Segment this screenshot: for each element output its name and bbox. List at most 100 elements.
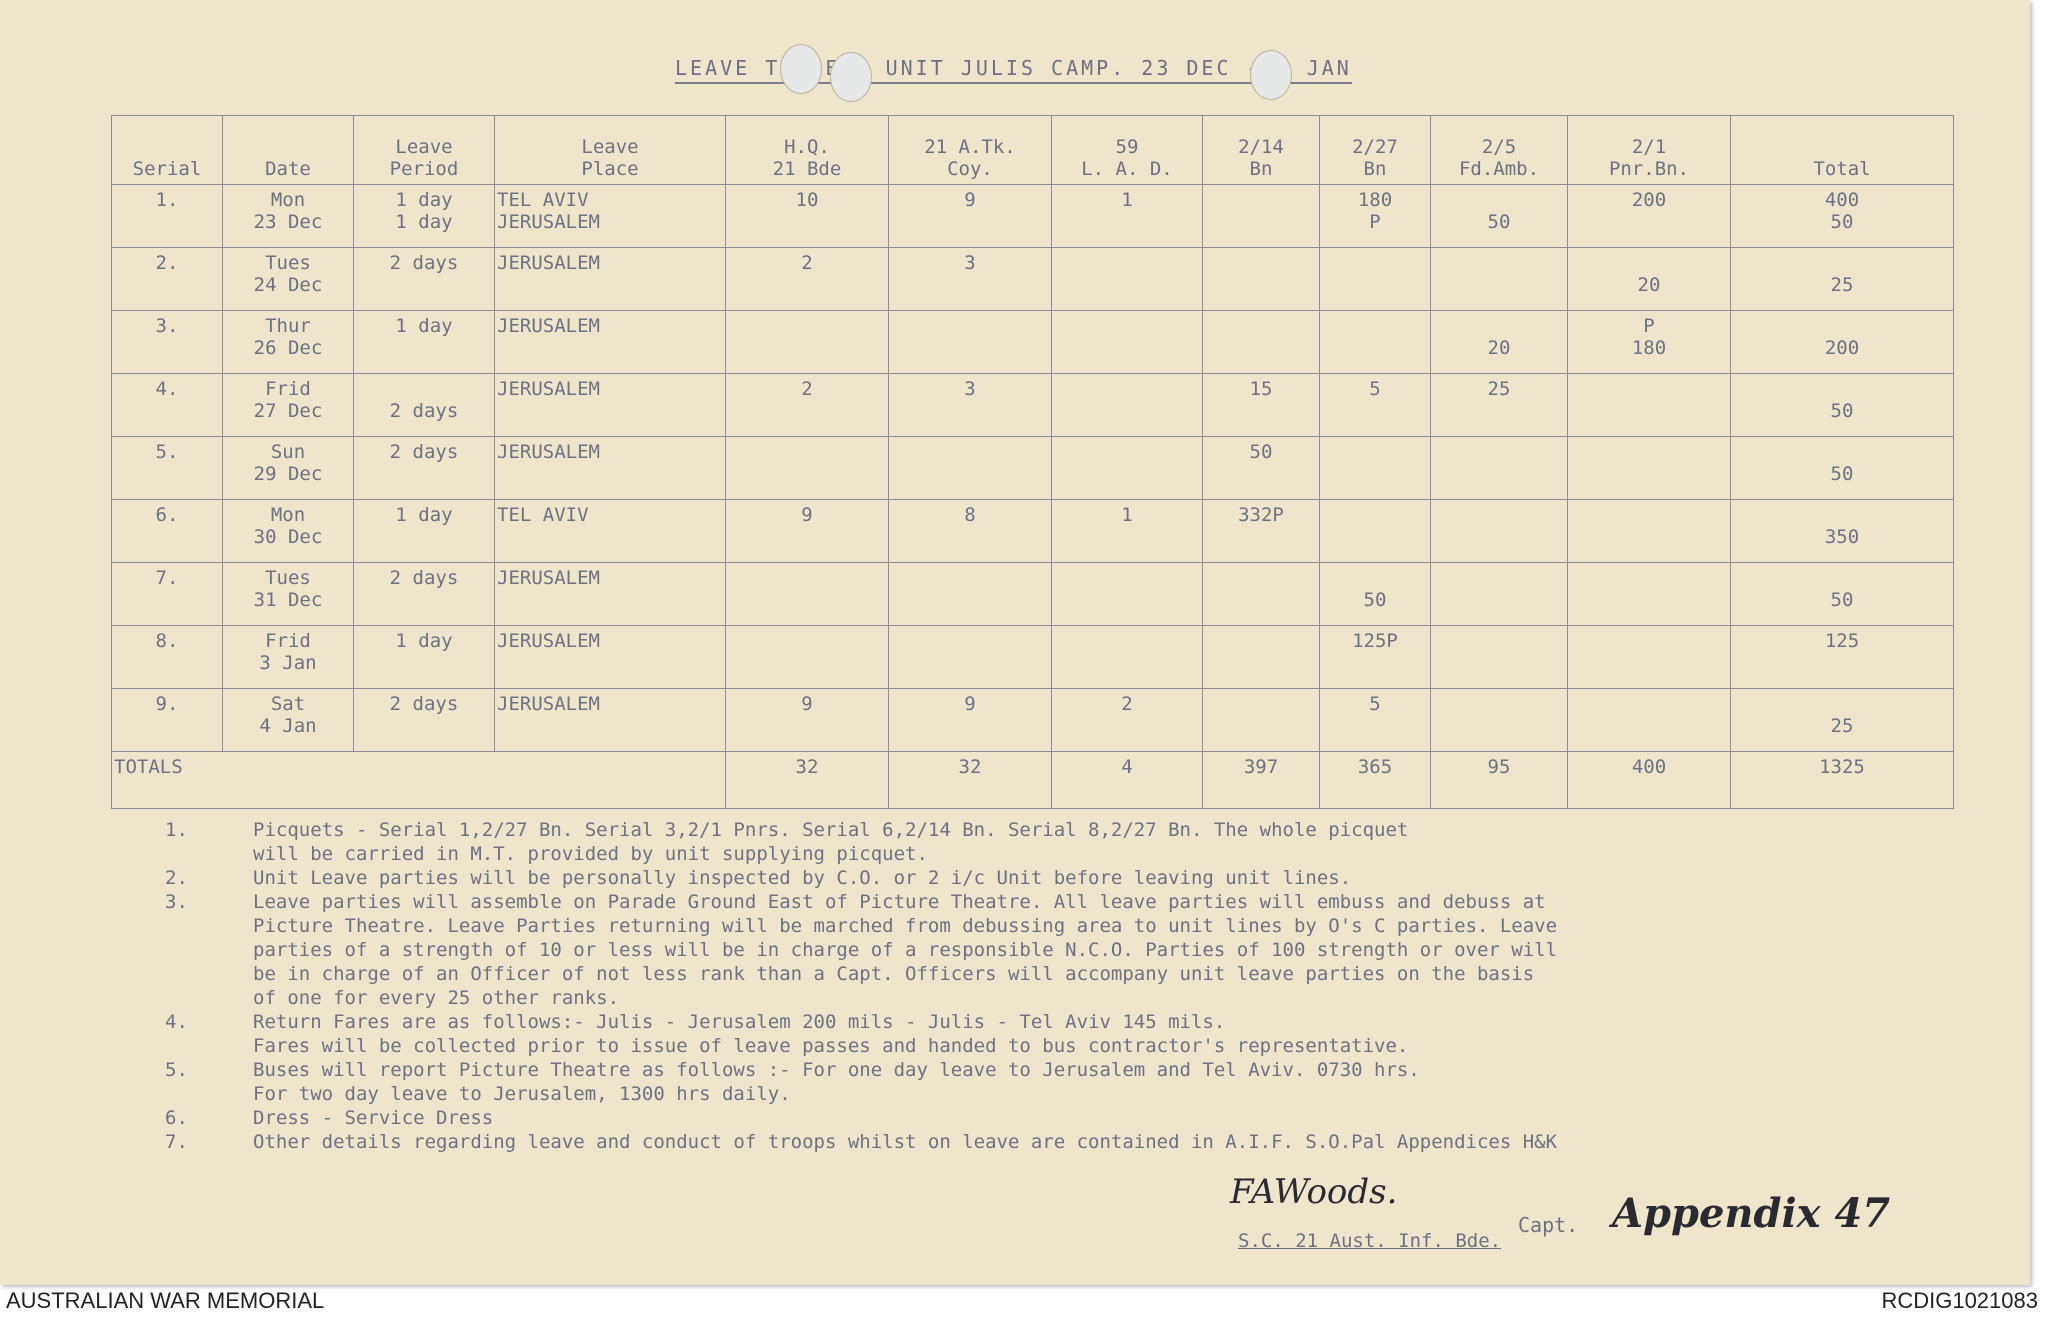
column-header: 21 A.Tk. Coy. — [888, 115, 1052, 185]
table-row: 1. Mon 23 Dec 1 day 1 day TEL AVIV JERUSALE… — [111, 184, 1954, 248]
table-cell: 7. — [111, 562, 223, 626]
total-cell: 365 — [1319, 751, 1431, 809]
leave-table: Serial Date Leave Period Leave Place H.Q. 21… — [111, 115, 1954, 809]
document-page: LEAVE TABLE - UNIT JULIS CAMP. 23 DEC - … — [0, 0, 2030, 1285]
note-text: Return Fares are as follows:- Julis - Je… — [253, 1011, 1409, 1057]
table-cell — [1567, 499, 1731, 563]
table-cell — [1567, 562, 1731, 626]
table-row: 6. Mon 30 Dec 1 day TEL AVIV 9 8 1 332P 350 — [111, 499, 1954, 563]
table-cell: 25 — [1430, 373, 1568, 437]
column-header: 59 L. A. D. — [1051, 115, 1203, 185]
table-cell — [1202, 184, 1320, 248]
table-cell: 200 — [1730, 310, 1954, 374]
total-cell: 32 — [725, 751, 889, 809]
table-cell: 5 — [1319, 688, 1431, 752]
table-cell: 9 — [725, 499, 889, 563]
column-header: Leave Period — [353, 115, 495, 185]
note-number: 2. — [165, 867, 188, 889]
table-cell — [1567, 436, 1731, 500]
table-cell — [1202, 310, 1320, 374]
table-cell — [1430, 625, 1568, 689]
table-cell: 200 — [1567, 184, 1731, 248]
table-cell: JERUSALEM — [494, 562, 726, 626]
table-cell — [1051, 436, 1203, 500]
table-cell — [725, 310, 889, 374]
table-cell: JERUSALEM — [494, 688, 726, 752]
total-cell: 4 — [1051, 751, 1203, 809]
table-cell: 3. — [111, 310, 223, 374]
totals-label: TOTALS — [111, 751, 726, 809]
table-cell — [1202, 562, 1320, 626]
total-cell: 400 — [1567, 751, 1731, 809]
table-cell — [1319, 247, 1431, 311]
table-cell: Thur 26 Dec — [222, 310, 354, 374]
table-cell: Mon 23 Dec — [222, 184, 354, 248]
punch-hole — [780, 44, 822, 94]
table-cell: 350 — [1730, 499, 1954, 563]
table-cell: 125P — [1319, 625, 1431, 689]
table-row: 7. Tues 31 Dec 2 days JERUSALEM 50 50 — [111, 562, 1954, 626]
table-cell: Sun 29 Dec — [222, 436, 354, 500]
table-cell: 1 day 1 day — [353, 184, 495, 248]
column-header: 2/1 Pnr.Bn. — [1567, 115, 1731, 185]
totals-row: TOTALS 32 32 4 397 365 95 400 1325 — [111, 751, 1954, 809]
table-cell — [1430, 499, 1568, 563]
table-cell — [888, 625, 1052, 689]
signature-appointment: S.C. 21 Aust. Inf. Bde. — [1238, 1230, 1502, 1252]
table-cell — [1051, 562, 1203, 626]
note-number: 6. — [165, 1107, 188, 1129]
total-cell: 95 — [1430, 751, 1568, 809]
table-cell — [1051, 310, 1203, 374]
handwritten-signature: FAWoods. — [1230, 1172, 1398, 1212]
table-cell — [888, 310, 1052, 374]
table-cell: 400 50 — [1730, 184, 1954, 248]
column-header: H.Q. 21 Bde — [725, 115, 889, 185]
signature-rank: Capt. — [1518, 1213, 1579, 1237]
note-number: 5. — [165, 1059, 188, 1081]
table-cell: 9 — [888, 688, 1052, 752]
table-cell: 1 — [1051, 499, 1203, 563]
table-cell: 2 days — [353, 373, 495, 437]
table-cell: 9. — [111, 688, 223, 752]
table-cell: 50 — [1730, 373, 1954, 437]
column-header: 2/5 Fd.Amb. — [1430, 115, 1568, 185]
table-cell: 1 day — [353, 625, 495, 689]
table-cell — [1319, 436, 1431, 500]
table-cell: JERUSALEM — [494, 373, 726, 437]
table-cell — [1567, 688, 1731, 752]
table-cell: Mon 30 Dec — [222, 499, 354, 563]
notes-section: 1. Picquets - Serial 1,2/27 Bn. Serial 3,… — [165, 818, 1985, 1154]
table-header: Serial Date Leave Period Leave Place H.Q. 21… — [111, 115, 1954, 185]
table-row: 2. Tues 24 Dec 2 days JERUSALEM 2 3 20 25 — [111, 247, 1954, 311]
table-cell — [1319, 310, 1431, 374]
total-cell: 32 — [888, 751, 1052, 809]
column-header: Total — [1730, 115, 1954, 185]
note-text: Picquets - Serial 1,2/27 Bn. Serial 3,2/… — [253, 819, 1409, 865]
table-cell: 5. — [111, 436, 223, 500]
table-cell: 4. — [111, 373, 223, 437]
table-cell: TEL AVIV — [494, 499, 726, 563]
note-text: Dress - Service Dress — [253, 1107, 494, 1129]
footer-source: AUSTRALIAN WAR MEMORIAL — [6, 1288, 325, 1313]
table-cell: 3 — [888, 373, 1052, 437]
table-cell: 50 — [1202, 436, 1320, 500]
table-cell — [1051, 625, 1203, 689]
table-cell: P 180 — [1567, 310, 1731, 374]
table-cell — [1430, 562, 1568, 626]
punch-hole — [1250, 50, 1292, 100]
column-header: Serial — [111, 115, 223, 185]
table-cell — [725, 436, 889, 500]
appendix-annotation: Appendix 47 — [1612, 1190, 1891, 1237]
table-cell: 9 — [725, 688, 889, 752]
table-cell: JERUSALEM — [494, 625, 726, 689]
table-row: 5. Sun 29 Dec 2 days JERUSALEM 50 50 — [111, 436, 1954, 500]
table-cell — [1430, 436, 1568, 500]
table-cell: 9 — [888, 184, 1052, 248]
table-cell: 1 day — [353, 499, 495, 563]
note-text: Unit Leave parties will be personally in… — [253, 867, 1352, 889]
table-cell — [1051, 373, 1203, 437]
table-cell: JERUSALEM — [494, 310, 726, 374]
table-cell — [888, 436, 1052, 500]
table-cell: 50 — [1430, 184, 1568, 248]
table-cell: 125 — [1730, 625, 1954, 689]
